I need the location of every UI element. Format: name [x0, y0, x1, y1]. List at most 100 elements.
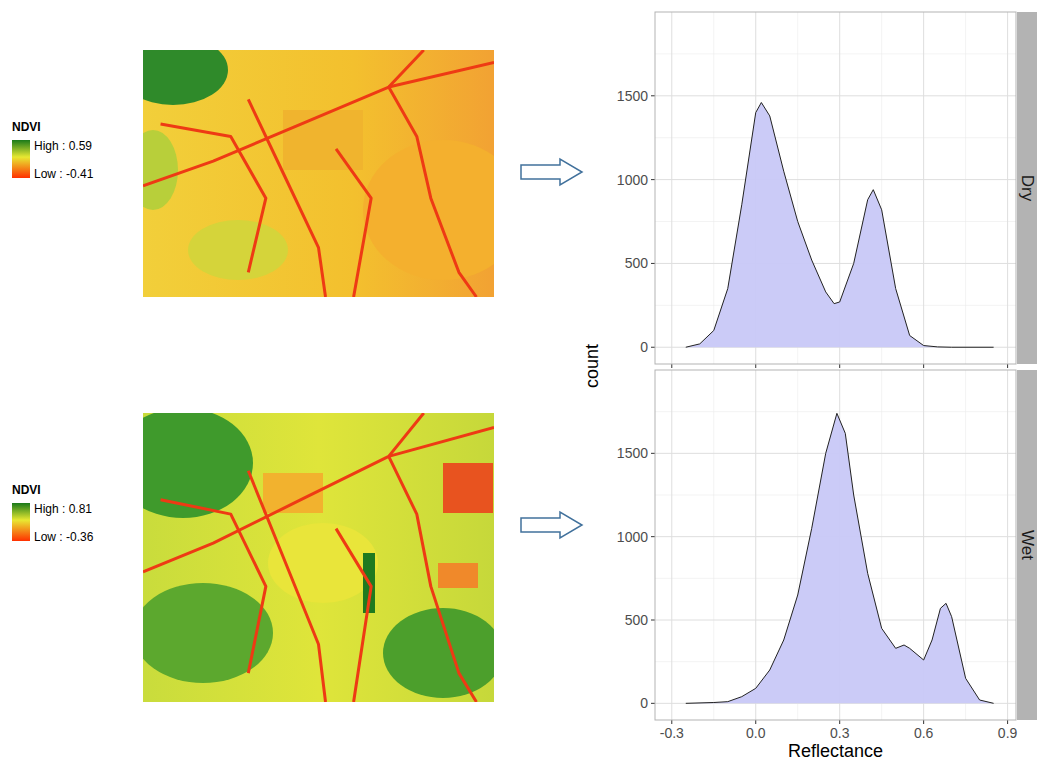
x-tick-label: 0.9 — [998, 725, 1018, 741]
tick-mark — [755, 364, 756, 368]
data-layer — [686, 103, 994, 348]
grid-line — [671, 370, 672, 720]
grid-line — [1007, 370, 1008, 720]
minor-grid — [655, 137, 1016, 138]
tick-mark — [651, 347, 655, 348]
map-vegetation — [188, 220, 288, 280]
tick-mark — [671, 364, 672, 368]
x-axis-title: Reflectance — [788, 741, 883, 761]
tick-mark — [923, 364, 924, 368]
tick-mark — [1007, 720, 1008, 724]
ndvi-map — [143, 50, 494, 297]
tick-mark — [651, 453, 655, 454]
tick-mark — [651, 536, 655, 537]
grid-line — [923, 12, 924, 364]
tick-mark — [839, 720, 840, 724]
map-road — [389, 87, 477, 297]
grid-line — [655, 179, 1016, 180]
x-tick-label: -0.3 — [660, 725, 684, 741]
arrow — [521, 159, 582, 185]
map-field — [283, 110, 363, 170]
legend-low: Low : -0.36 — [34, 530, 94, 544]
tick-mark — [651, 179, 655, 180]
tick-mark — [651, 703, 655, 704]
legend-colorbar — [12, 140, 30, 178]
map-road — [336, 149, 371, 297]
y-tick-label: 500 — [625, 255, 649, 271]
y-tick-label: 1500 — [617, 88, 648, 104]
panel-border — [655, 12, 1016, 364]
y-tick-label: 0 — [640, 339, 648, 355]
minor-grid — [655, 221, 1016, 222]
minor-grid — [965, 12, 966, 364]
map-vegetation — [143, 50, 228, 105]
y-tick-label: 1000 — [617, 529, 648, 545]
map-field — [438, 563, 478, 588]
grid-line — [755, 370, 756, 720]
figure: NDVI High : 0.59 Low : -0.41 NDVI High : 0.8… — [0, 0, 1041, 764]
map-road — [161, 500, 266, 673]
grid-line — [671, 12, 672, 364]
legend-colorbar — [12, 503, 30, 541]
legend-high: High : 0.81 — [34, 502, 92, 516]
y-tick-label: 0 — [640, 695, 648, 711]
map-vegetation — [143, 413, 253, 518]
plot-background — [655, 370, 1016, 720]
x-tick-label: 0.3 — [830, 725, 850, 741]
data-layer — [686, 413, 994, 703]
map-road — [389, 456, 477, 702]
map-road — [248, 99, 325, 297]
y-tick-label: 1000 — [617, 172, 648, 188]
arrow — [521, 512, 582, 538]
tick-mark — [651, 95, 655, 96]
minor-grid — [655, 53, 1016, 54]
facet-label: Wet — [1018, 530, 1037, 560]
minor-grid — [713, 12, 714, 364]
grid-line — [1007, 12, 1008, 364]
density-area — [686, 103, 994, 348]
y-axis-title: count — [582, 344, 602, 388]
tick-mark — [671, 720, 672, 724]
facet-label: Dry — [1018, 175, 1037, 202]
map-road — [336, 529, 371, 702]
map-vegetation — [143, 583, 273, 683]
legend-high: High : 0.59 — [34, 139, 92, 153]
ndvi-map — [143, 413, 494, 702]
density-line — [686, 103, 994, 348]
map-road — [143, 413, 424, 572]
x-tick-label: 0.0 — [746, 725, 766, 741]
density-area — [686, 413, 994, 703]
map-road — [248, 471, 325, 702]
map-road — [389, 62, 494, 87]
panel-border — [655, 370, 1016, 720]
map-field — [363, 140, 494, 280]
tick-mark — [923, 720, 924, 724]
facet-strip — [1017, 370, 1037, 720]
x-tick-label: 0.6 — [914, 725, 934, 741]
panel — [655, 370, 1016, 720]
y-tick-label: 1500 — [617, 445, 648, 461]
legend-low: Low : -0.41 — [34, 167, 94, 181]
tick-mark — [755, 720, 756, 724]
tick-mark — [651, 620, 655, 621]
tick-mark — [839, 364, 840, 368]
map-road — [389, 427, 494, 456]
map-vegetation — [383, 608, 494, 698]
grid-line — [655, 263, 1016, 264]
legend-title: NDVI — [12, 483, 41, 497]
map-field — [443, 463, 493, 513]
panel — [655, 12, 1016, 364]
tick-mark — [651, 263, 655, 264]
minor-grid — [713, 370, 714, 720]
map-road — [143, 50, 424, 186]
minor-grid — [655, 411, 1016, 412]
legend-title: NDVI — [12, 120, 41, 134]
plot-background — [655, 12, 1016, 364]
density-line — [686, 413, 994, 703]
map-road — [161, 124, 266, 272]
y-tick-label: 500 — [625, 612, 649, 628]
facet-strip — [1017, 12, 1037, 364]
map-vegetation — [143, 130, 178, 210]
grid-line — [655, 95, 1016, 96]
minor-grid — [965, 370, 966, 720]
